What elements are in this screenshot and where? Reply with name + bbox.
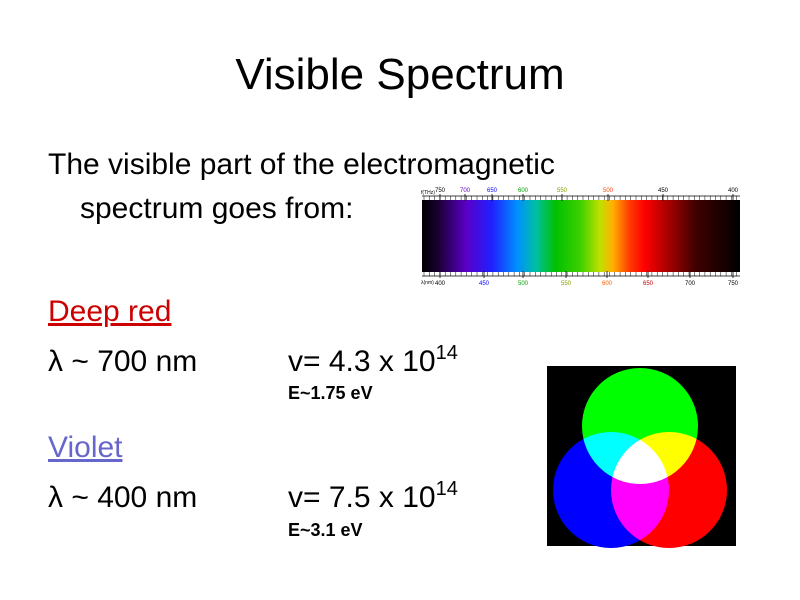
tick-label: 550 bbox=[557, 188, 568, 194]
tick-label: 400 bbox=[435, 281, 446, 287]
tick-label: 700 bbox=[460, 188, 471, 194]
tick-label: 600 bbox=[518, 188, 529, 194]
slide-title: Visible Spectrum bbox=[235, 50, 565, 99]
frequency-base: v= 4.3 x 10 bbox=[288, 345, 436, 378]
tick-label: 650 bbox=[487, 188, 498, 194]
tick-label: 550 bbox=[561, 281, 572, 287]
wavelength: λ ~ 400 nm bbox=[48, 481, 198, 514]
tick-label: 650 bbox=[643, 281, 654, 287]
intro-line: The visible part of the electromagnetic bbox=[48, 148, 555, 181]
tick-label: 700 bbox=[685, 281, 696, 287]
color-name: Deep red bbox=[48, 295, 172, 328]
color-name: Violet bbox=[48, 431, 123, 464]
red-circle bbox=[611, 432, 727, 548]
tick-label: 500 bbox=[603, 188, 614, 194]
axis-label: λ(nm) bbox=[421, 280, 434, 286]
tick-label: 450 bbox=[658, 188, 669, 194]
frequency: v= 7.5 x 1014 bbox=[288, 478, 458, 515]
frequency-base: v= 7.5 x 10 bbox=[288, 481, 436, 514]
rgb-circles bbox=[553, 368, 727, 548]
tick-label: 500 bbox=[518, 281, 529, 287]
energy: E~3.1 eV bbox=[288, 520, 363, 540]
exponent: 14 bbox=[435, 342, 458, 364]
frequency: v= 4.3 x 1014 bbox=[288, 342, 458, 379]
axis-label: f(THz) bbox=[421, 190, 435, 196]
energy: E~1.75 eV bbox=[288, 383, 373, 403]
tick-label: 600 bbox=[602, 281, 613, 287]
exponent: 14 bbox=[435, 478, 458, 500]
tick-label: 750 bbox=[728, 281, 739, 287]
spectrum-band bbox=[422, 200, 740, 272]
tick-label: 400 bbox=[728, 188, 739, 194]
intro-line: spectrum goes from: bbox=[80, 192, 354, 225]
tick-label: 450 bbox=[479, 281, 490, 287]
wavelength: λ ~ 700 nm bbox=[48, 345, 198, 378]
tick-label: 750 bbox=[435, 188, 446, 194]
